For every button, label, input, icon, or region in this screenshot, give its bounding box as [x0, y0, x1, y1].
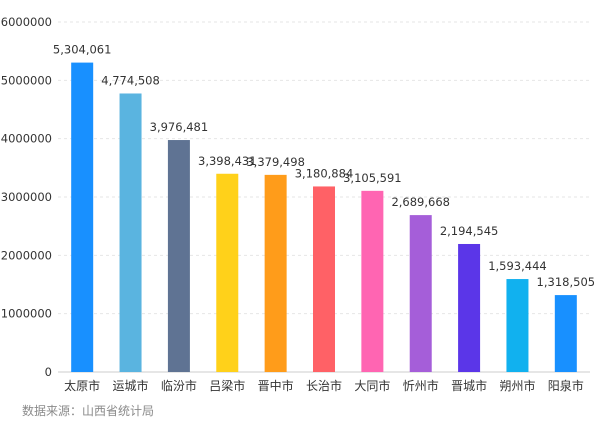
y-tick-label: 2000000 — [1, 248, 52, 262]
bar — [71, 62, 94, 373]
data-label: 3,105,591 — [343, 171, 402, 185]
x-tick-label: 忻州市 — [403, 378, 439, 393]
data-label: 1,318,505 — [537, 275, 596, 289]
y-tick-label: 4000000 — [1, 132, 52, 146]
data-label: 3,180,884 — [295, 166, 354, 180]
bar — [167, 140, 190, 372]
y-tick-label: 3000000 — [1, 190, 52, 204]
bar — [361, 190, 384, 372]
bar — [313, 186, 335, 372]
x-tick-label: 运城市 — [113, 378, 149, 393]
x-tick-label: 晋城市 — [451, 378, 487, 393]
bar — [409, 215, 432, 372]
bar — [216, 173, 239, 372]
x-tick-label: 阳泉市 — [548, 378, 584, 393]
x-tick-label: 临汾市 — [161, 378, 197, 393]
bar — [506, 279, 529, 372]
bar — [264, 174, 287, 372]
bar-chart: 0 1000000 2000000 3000000 4000000 5000000 6000… — [1, 15, 596, 393]
source-note: 数据来源：山西省统计局 — [22, 404, 155, 418]
bar — [458, 243, 481, 372]
data-label: 4,774,508 — [101, 73, 160, 87]
x-tick-label: 长治市 — [306, 378, 342, 393]
data-label: 3,398,431 — [198, 154, 257, 168]
bar — [119, 93, 142, 372]
data-label: 1,593,444 — [488, 259, 547, 273]
x-tick-label: 晋中市 — [258, 378, 294, 393]
data-label: 3,976,481 — [150, 120, 209, 134]
data-label: 3,379,498 — [246, 155, 305, 169]
data-label: 5,304,061 — [53, 43, 112, 57]
x-tick-label: 大同市 — [354, 378, 390, 393]
bar — [554, 295, 577, 372]
x-tick-label: 太原市 — [64, 378, 100, 393]
x-tick-label: 吕梁市 — [209, 378, 245, 393]
y-tick-label: 0 — [45, 365, 52, 379]
y-tick-label: 5000000 — [1, 73, 52, 87]
y-tick-label: 6000000 — [1, 15, 52, 29]
x-tick-label: 朔州市 — [499, 378, 535, 393]
data-label: 2,194,545 — [440, 224, 499, 238]
data-label: 2,689,668 — [391, 195, 450, 209]
y-tick-label: 1000000 — [1, 307, 52, 321]
